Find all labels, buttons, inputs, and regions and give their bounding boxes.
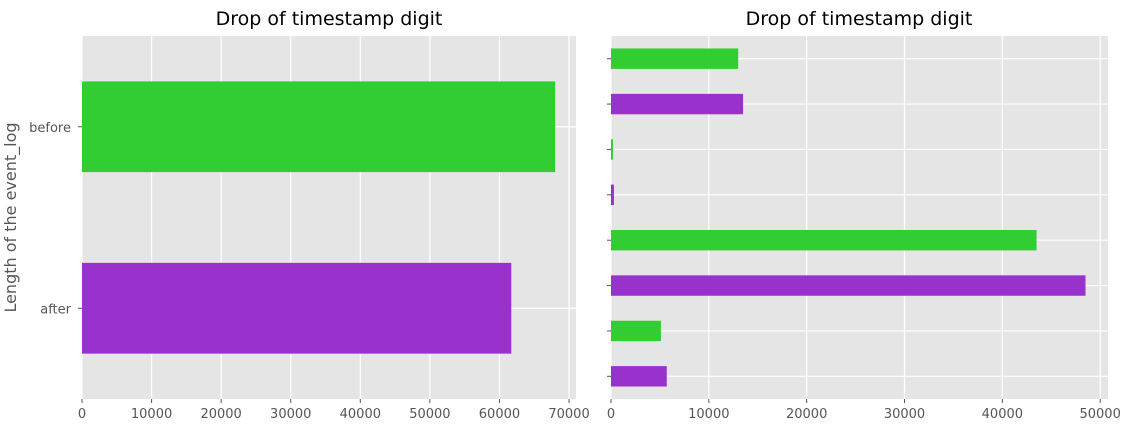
y-tick-label: after bbox=[40, 302, 71, 317]
x-tick-label: 70000 bbox=[548, 407, 589, 422]
bar bbox=[611, 229, 1037, 251]
x-tick-label: 10000 bbox=[131, 407, 172, 422]
y-axis-label: Length of the event_log bbox=[1, 122, 21, 312]
chart-title: Drop of timestamp digit bbox=[216, 8, 443, 30]
bar bbox=[611, 48, 739, 69]
x-tick-label: 0 bbox=[78, 407, 86, 422]
x-tick-label: 50000 bbox=[409, 407, 450, 422]
bar bbox=[611, 366, 667, 387]
bar bbox=[611, 320, 661, 342]
x-tick-label: 10000 bbox=[688, 407, 729, 422]
x-tick-label: 50000 bbox=[1079, 407, 1120, 422]
x-tick-label: 30000 bbox=[884, 407, 925, 422]
bar bbox=[611, 275, 1086, 296]
x-tick-label: 40000 bbox=[340, 407, 381, 422]
x-tick-label: 30000 bbox=[270, 407, 311, 422]
bar bbox=[611, 93, 744, 115]
bar bbox=[611, 184, 614, 206]
x-tick-label: 0 bbox=[607, 407, 615, 422]
chart-left: 0 10000 20000 30000 40000 50000 60000 70000 befo… bbox=[1, 8, 590, 422]
y-tick-label: before bbox=[29, 121, 71, 136]
x-tick-label: 20000 bbox=[200, 407, 241, 422]
x-tick-label: 20000 bbox=[786, 407, 827, 422]
x-tick-label: 60000 bbox=[479, 407, 520, 422]
bar bbox=[611, 139, 613, 160]
x-tick-label: 40000 bbox=[982, 407, 1023, 422]
bar bbox=[82, 262, 512, 354]
bar bbox=[82, 81, 556, 173]
plot-area bbox=[611, 36, 1108, 399]
chart-right: 0 10000 20000 30000 40000 50000 Drop of timest… bbox=[607, 8, 1121, 422]
chart-title: Drop of timestamp digit bbox=[746, 8, 973, 30]
